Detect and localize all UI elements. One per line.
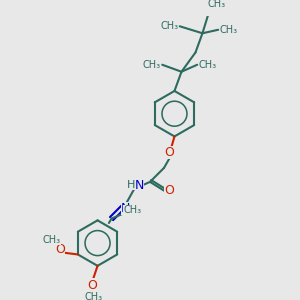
Text: CH₃: CH₃ bbox=[85, 292, 103, 300]
Text: CH₃: CH₃ bbox=[143, 60, 161, 70]
Text: N: N bbox=[135, 179, 144, 192]
Text: CH₃: CH₃ bbox=[43, 236, 61, 245]
Text: H: H bbox=[127, 180, 135, 190]
Text: CH₃: CH₃ bbox=[160, 21, 178, 31]
Text: CH₃: CH₃ bbox=[124, 205, 142, 215]
Text: CH₃: CH₃ bbox=[199, 60, 217, 70]
Text: CH₃: CH₃ bbox=[220, 25, 238, 35]
Text: N: N bbox=[121, 202, 130, 214]
Text: O: O bbox=[164, 146, 174, 159]
Text: O: O bbox=[56, 243, 65, 256]
Text: CH₃: CH₃ bbox=[207, 0, 226, 8]
Text: O: O bbox=[87, 279, 97, 292]
Text: O: O bbox=[164, 184, 174, 197]
